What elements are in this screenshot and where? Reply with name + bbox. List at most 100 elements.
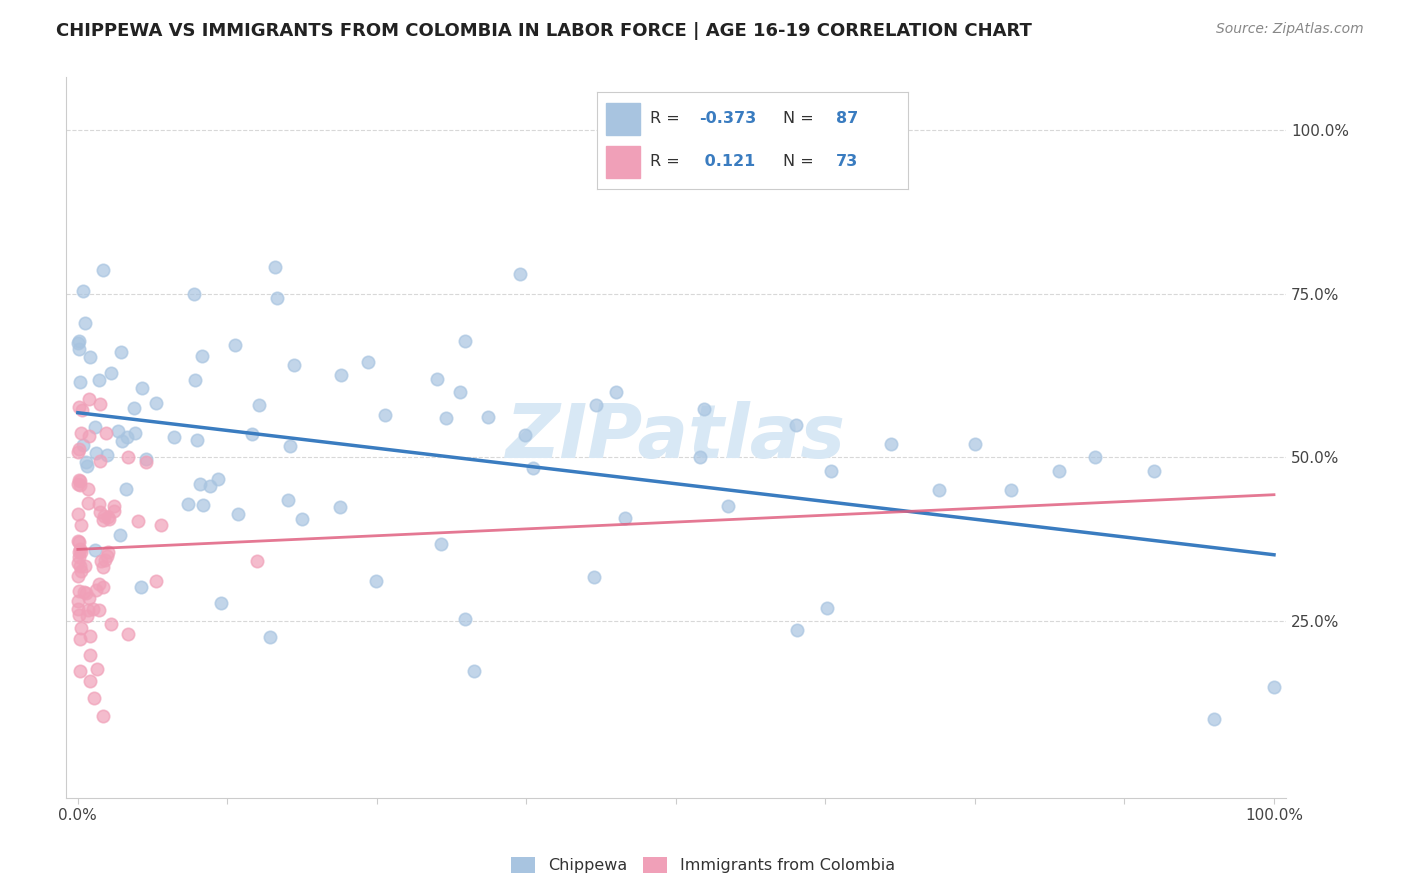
Point	[184, 373, 207, 387]
Point	[1143, 463, 1166, 477]
Point	[67, 607, 90, 622]
Point	[454, 334, 477, 349]
Point	[83, 690, 105, 705]
Point	[207, 472, 229, 486]
Legend: Chippewa, Immigrants from Colombia: Chippewa, Immigrants from Colombia	[505, 850, 901, 880]
Point	[150, 518, 173, 533]
Point	[522, 461, 544, 475]
Point	[69, 632, 91, 647]
Point	[366, 574, 388, 589]
Point	[66, 335, 89, 350]
Point	[515, 427, 537, 442]
Point	[449, 385, 471, 400]
Point	[84, 583, 107, 598]
Point	[124, 425, 146, 440]
Point	[1084, 450, 1107, 465]
Point	[605, 384, 627, 399]
Point	[66, 594, 89, 608]
Point	[329, 500, 352, 515]
Point	[463, 664, 485, 678]
Point	[79, 629, 101, 643]
Point	[67, 556, 90, 570]
Point	[69, 477, 91, 491]
Point	[114, 482, 136, 496]
Point	[89, 374, 111, 388]
Point	[103, 499, 125, 513]
Point	[240, 426, 263, 441]
Point	[83, 420, 105, 434]
Point	[1204, 713, 1226, 727]
Point	[79, 673, 101, 688]
Point	[90, 554, 112, 568]
Point	[135, 452, 157, 467]
Point	[66, 602, 89, 616]
Point	[67, 334, 90, 348]
Point	[145, 574, 167, 588]
Point	[91, 559, 114, 574]
Point	[191, 349, 214, 363]
Point	[76, 482, 98, 496]
Point	[69, 375, 91, 389]
Point	[103, 504, 125, 518]
Text: ZIPatlas: ZIPatlas	[506, 401, 846, 475]
Point	[91, 709, 114, 723]
Point	[880, 437, 903, 451]
Point	[76, 609, 98, 624]
Point	[224, 337, 246, 351]
Point	[73, 585, 96, 599]
Point	[374, 409, 396, 423]
Point	[135, 455, 157, 469]
Point	[84, 543, 107, 558]
Point	[115, 430, 138, 444]
Point	[163, 430, 186, 444]
Point	[263, 260, 285, 274]
Point	[66, 445, 89, 459]
Point	[689, 450, 711, 465]
Point	[100, 617, 122, 632]
Point	[70, 544, 93, 558]
Point	[69, 442, 91, 457]
Point	[583, 570, 606, 584]
Point	[111, 434, 134, 449]
Point	[75, 586, 97, 600]
Point	[87, 603, 110, 617]
Point	[89, 504, 111, 518]
Point	[94, 553, 117, 567]
Point	[69, 559, 91, 574]
Point	[117, 627, 139, 641]
Point	[246, 554, 269, 568]
Point	[86, 661, 108, 675]
Point	[67, 584, 90, 599]
Point	[67, 400, 90, 414]
Point	[77, 591, 100, 605]
Point	[96, 448, 118, 462]
Point	[509, 267, 531, 281]
Point	[247, 398, 270, 412]
Point	[283, 358, 305, 372]
Point	[291, 512, 314, 526]
Point	[100, 366, 122, 380]
Point	[91, 580, 114, 594]
Point	[93, 513, 115, 527]
Point	[191, 498, 214, 512]
Point	[186, 433, 208, 447]
Point	[131, 381, 153, 395]
Point	[131, 581, 153, 595]
Point	[97, 511, 120, 525]
Point	[82, 601, 104, 615]
Point	[434, 411, 457, 425]
Point	[1263, 680, 1285, 694]
Point	[77, 603, 100, 617]
Point	[69, 541, 91, 556]
Point	[785, 417, 807, 432]
Point	[67, 477, 90, 491]
Point	[717, 500, 740, 514]
Point	[963, 437, 986, 451]
Point	[69, 474, 91, 488]
Point	[69, 426, 91, 441]
Point	[110, 345, 132, 359]
Point	[145, 396, 167, 410]
Point	[110, 528, 132, 542]
Point	[693, 401, 716, 416]
Point	[97, 510, 120, 524]
